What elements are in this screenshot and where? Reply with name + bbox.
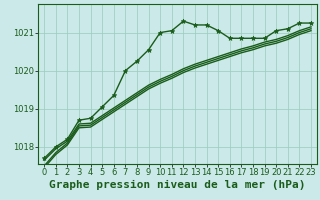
X-axis label: Graphe pression niveau de la mer (hPa): Graphe pression niveau de la mer (hPa) bbox=[49, 180, 306, 190]
